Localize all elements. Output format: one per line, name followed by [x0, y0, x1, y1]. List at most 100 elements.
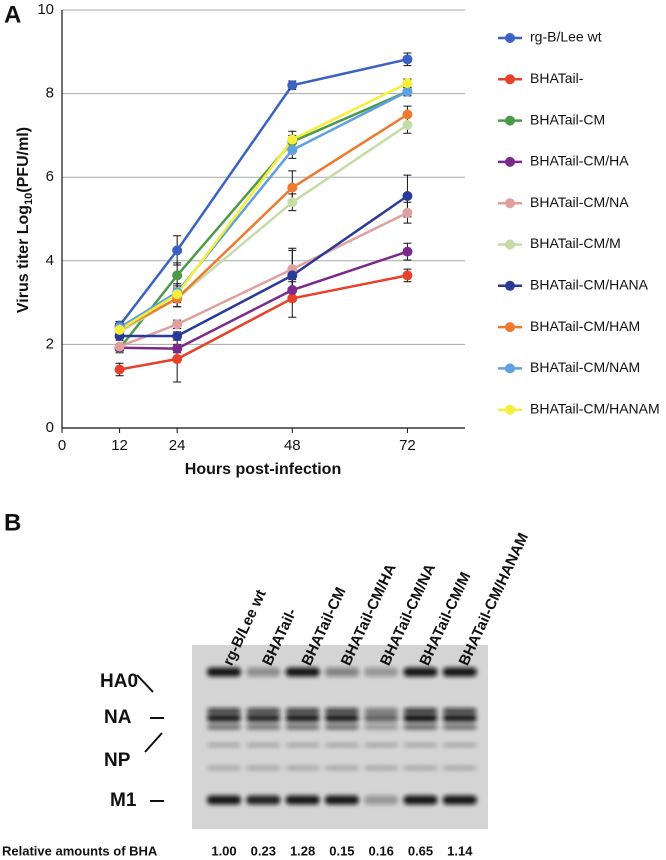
relative-amount: 0.23: [251, 843, 276, 858]
band-label: M1: [110, 790, 137, 811]
data-point: [287, 182, 298, 193]
legend-label: BHATail-: [530, 70, 584, 86]
blot-band: [285, 708, 320, 714]
data-point: [287, 285, 298, 296]
data-point: [172, 270, 183, 281]
y-tick-label: 10: [37, 1, 54, 18]
blot-band: [324, 766, 359, 770]
blot-band: [403, 795, 438, 805]
relative-amount: 1.00: [211, 843, 236, 858]
blot-band: [324, 743, 359, 747]
blot-band: [403, 714, 438, 722]
data-point: [287, 145, 298, 156]
series-line: [118, 90, 408, 329]
blot-band: [207, 743, 241, 747]
blot-band: [324, 795, 359, 805]
legend-label: BHATail-CM/HANAM: [530, 400, 660, 416]
blot-band: [324, 714, 359, 722]
series-line: [118, 82, 408, 331]
blot-band: [207, 766, 241, 770]
relative-amount: 0.15: [329, 843, 354, 858]
blot-band: [324, 708, 359, 714]
blot-band: [442, 667, 477, 677]
blot-band: [324, 724, 359, 730]
blot-band: [285, 766, 320, 770]
western-blot: HA0 NA NP M1 Relative amounts of BHA rg-…: [2, 530, 532, 858]
y-tick-label: 4: [46, 252, 54, 269]
legend-label: BHATail-CM: [530, 111, 605, 127]
band-pointer: [144, 732, 163, 753]
band-pointer: [136, 674, 154, 693]
panel-label: B: [4, 509, 21, 536]
data-point: [287, 197, 298, 208]
blot-band: [403, 667, 438, 677]
legend-label: BHATail-CM/NAM: [530, 359, 640, 375]
legend-marker: [505, 115, 515, 126]
relative-amount: 0.16: [369, 843, 394, 858]
blot-band: [364, 743, 399, 747]
blot-band: [403, 766, 438, 770]
x-tick-label: 0: [58, 437, 66, 454]
blot-band: [364, 795, 399, 805]
band-label: HA0: [100, 671, 138, 692]
blot-band: [364, 766, 399, 770]
x-tick-label: 12: [111, 437, 128, 454]
data-point: [114, 364, 125, 375]
band-label: NP: [104, 750, 131, 771]
data-point: [402, 246, 413, 257]
data-point: [402, 119, 413, 130]
data-point: [402, 270, 413, 281]
blot-band: [246, 667, 281, 677]
data-point: [402, 109, 413, 120]
data-point: [402, 207, 413, 218]
legend-marker: [505, 322, 515, 333]
y-tick-label: 8: [46, 85, 54, 102]
blot-band: [246, 724, 281, 730]
y-title-text: Virus titer Log: [15, 205, 32, 313]
blot-band: [207, 714, 241, 722]
y-tick-label: 6: [46, 168, 54, 185]
blot-band: [285, 743, 320, 747]
data-point: [172, 343, 183, 354]
legend-label: BHATail-CM/HANA: [530, 277, 649, 293]
data-point: [172, 245, 183, 256]
legend-label: BHATail-CM/M: [530, 235, 621, 251]
legend-label: rg-B/Lee wt: [530, 29, 602, 45]
y-axis-title: Virus titer Log10(PFU/ml): [15, 127, 35, 313]
series-line: [118, 90, 408, 350]
series-line: [118, 113, 409, 331]
y-tick-label: 0: [46, 419, 54, 436]
legend-label: BHATail-CM/HAM: [530, 318, 640, 334]
blot-band: [442, 795, 477, 805]
legend-marker: [505, 363, 515, 374]
data-point: [114, 341, 125, 352]
data-point: [172, 354, 183, 365]
legend-label: BHATail-CM/NA: [530, 194, 629, 210]
blot-band: [403, 743, 438, 747]
data-point: [402, 191, 413, 202]
relative-amount: 1.28: [290, 843, 315, 858]
y-tick-label: 2: [46, 335, 54, 352]
data-point: [402, 54, 413, 65]
lane-label: BHATail-CM/HANAM: [456, 530, 532, 668]
series-line: [119, 250, 408, 350]
legend-marker: [505, 280, 515, 291]
relative-amounts-label: Relative amounts of BHA: [2, 843, 158, 858]
legend-marker: [505, 33, 515, 43]
y-title-unit: (PFU/ml): [15, 127, 32, 193]
blot-band: [207, 795, 241, 805]
legend-marker: [505, 198, 515, 209]
data-point: [287, 134, 298, 145]
blot-band: [403, 708, 438, 714]
data-point: [172, 289, 183, 300]
blot-band: [324, 667, 359, 677]
data-point: [402, 86, 413, 97]
blot-band: [364, 708, 399, 714]
y-title-subscript: 10: [23, 193, 35, 205]
blot-band: [285, 714, 320, 722]
data-point: [402, 78, 413, 89]
blot-band: [246, 714, 281, 722]
data-point: [114, 324, 125, 335]
blot-band: [246, 766, 281, 770]
data-point: [172, 319, 183, 330]
